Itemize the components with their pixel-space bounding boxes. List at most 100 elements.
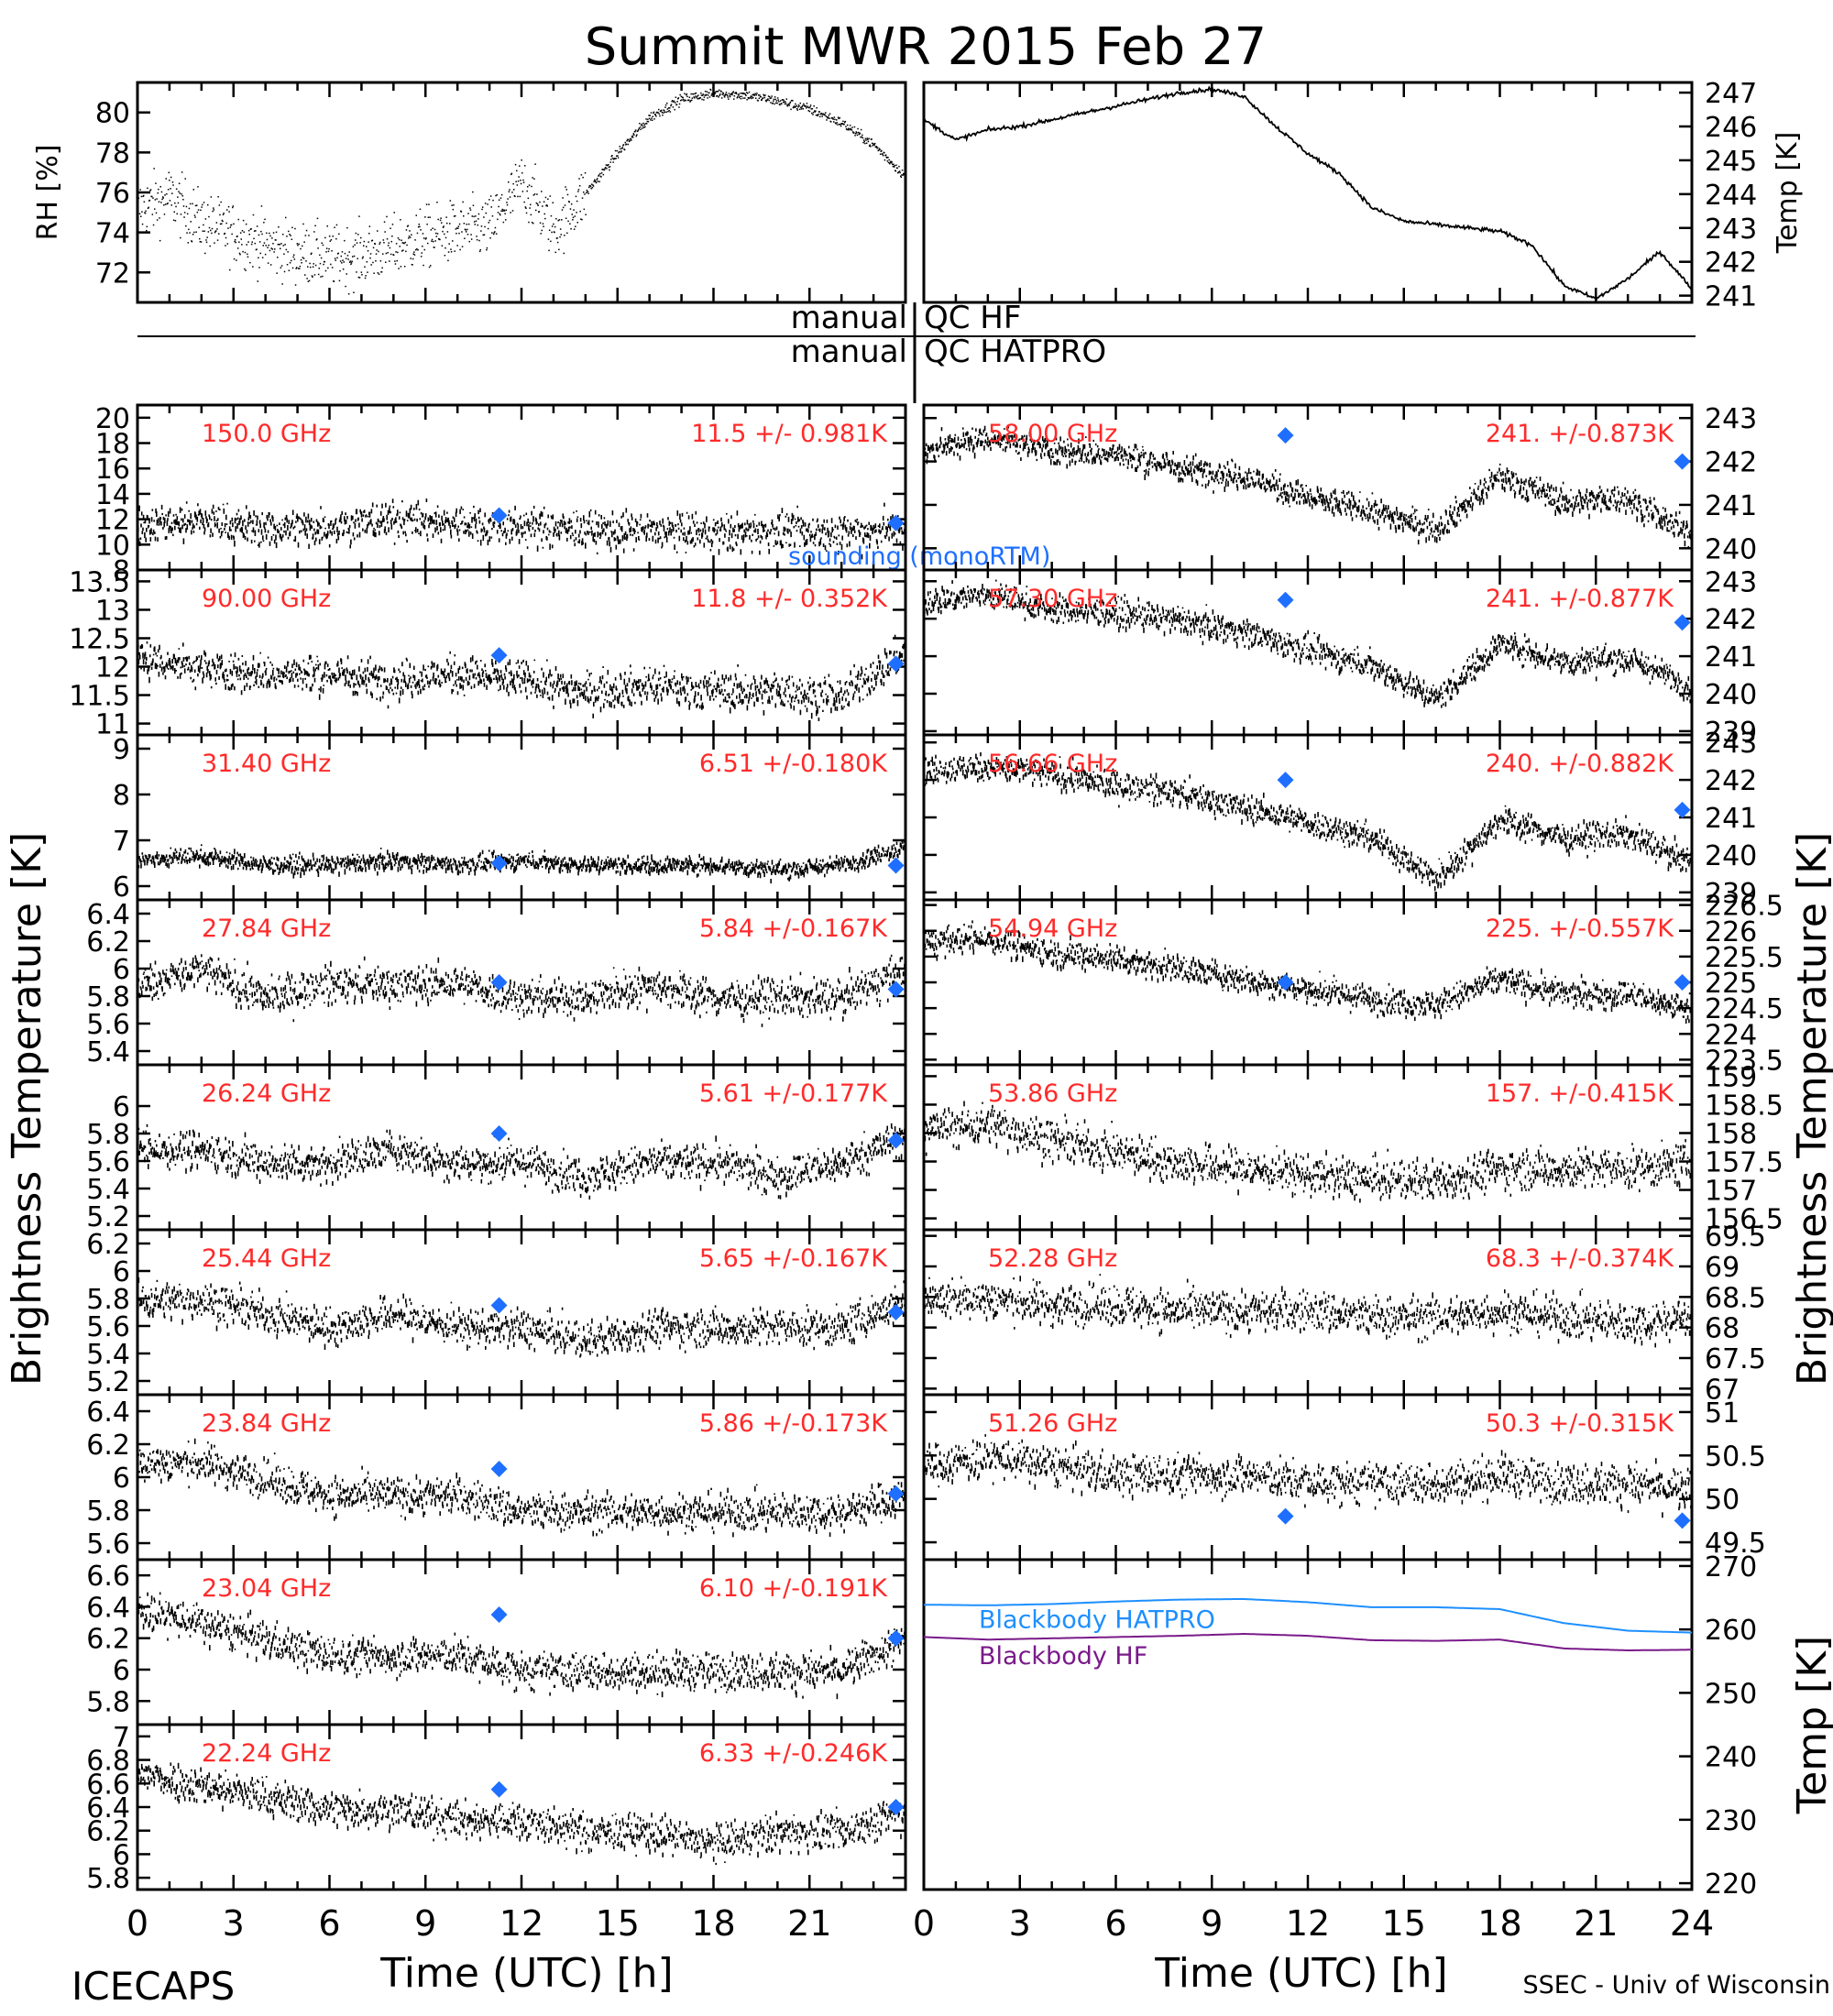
channel-label: 58.00 GHz bbox=[988, 420, 1117, 448]
ytick-label: 5.4 bbox=[86, 1036, 130, 1068]
ytick-label: 7 bbox=[113, 826, 130, 858]
xtick-label: 0 bbox=[913, 1903, 935, 1944]
ytick-label: 6 bbox=[113, 1655, 130, 1687]
xtick-label: 18 bbox=[691, 1903, 735, 1944]
ytick-label: 69.5 bbox=[1705, 1222, 1766, 1254]
ytick-label: 6.2 bbox=[86, 1430, 130, 1462]
ytick-label: 5.6 bbox=[86, 1146, 130, 1178]
stat-label: 241. +/-0.877K bbox=[1486, 585, 1674, 613]
ytick-label: 243 bbox=[1705, 728, 1757, 760]
ytick-label: 243 bbox=[1705, 403, 1757, 435]
ytick-label: 6.6 bbox=[86, 1561, 130, 1593]
channel-label: 54.94 GHz bbox=[988, 915, 1117, 943]
ytick-label: 250 bbox=[1705, 1678, 1757, 1710]
footer-right-ssec: SSEC - Univ of Wisconsin bbox=[1523, 1971, 1830, 2000]
channel-label: 26.24 GHz bbox=[202, 1079, 331, 1108]
xtick-label: 15 bbox=[596, 1903, 640, 1944]
ytick-label: 247 bbox=[1705, 78, 1757, 110]
stat-label: 6.10 +/-0.191K bbox=[699, 1574, 888, 1603]
channel-label: 27.84 GHz bbox=[202, 915, 331, 943]
ytick-label: 68 bbox=[1705, 1313, 1740, 1345]
ytick-label: 158.5 bbox=[1705, 1090, 1784, 1122]
qc-manual-hf: manual bbox=[791, 300, 907, 336]
qc-hatpro-label: QC HATPRO bbox=[924, 334, 1106, 370]
ytick-label: 6 bbox=[113, 1091, 130, 1123]
xtick-label: 21 bbox=[787, 1903, 831, 1944]
ytick-label: 51 bbox=[1705, 1397, 1740, 1430]
qc-hf-label: QC HF bbox=[924, 300, 1021, 336]
ytick-label: 243 bbox=[1705, 566, 1757, 598]
stat-label: 11.8 +/- 0.352K bbox=[691, 585, 888, 613]
ytick-label: 12.5 bbox=[69, 623, 130, 655]
rh-ylabel: RH [%] bbox=[32, 145, 64, 241]
ytick-label: 68.5 bbox=[1705, 1282, 1766, 1314]
stat-label: 5.84 +/-0.167K bbox=[699, 915, 888, 943]
xtick-label: 6 bbox=[318, 1903, 340, 1944]
ytick-label: 6.2 bbox=[86, 1624, 130, 1656]
stat-label: 6.51 +/-0.180K bbox=[699, 750, 888, 778]
ytick-label: 245 bbox=[1705, 146, 1757, 178]
ytick-label: 7 bbox=[113, 1722, 130, 1754]
blackbody-legend-0: Blackbody HATPRO bbox=[979, 1605, 1215, 1634]
ytick-label: 241 bbox=[1705, 490, 1757, 522]
ytick-label: 158 bbox=[1705, 1118, 1757, 1150]
ytick-label: 13.5 bbox=[69, 566, 130, 598]
channel-label: 23.04 GHz bbox=[202, 1574, 331, 1603]
channel-label: 53.86 GHz bbox=[988, 1079, 1117, 1108]
xtick-label: 12 bbox=[1286, 1903, 1330, 1944]
xtick-label: 24 bbox=[1670, 1903, 1714, 1944]
ytick-label: 242 bbox=[1705, 447, 1757, 479]
ytick-label: 72 bbox=[95, 257, 130, 290]
ytick-label: 157.5 bbox=[1705, 1147, 1784, 1179]
ytick-label: 220 bbox=[1705, 1868, 1757, 1901]
ytick-label: 241 bbox=[1705, 641, 1757, 674]
ytick-label: 5.6 bbox=[86, 1009, 130, 1041]
ytick-label: 5.6 bbox=[86, 1528, 130, 1561]
stat-label: 240. +/-0.882K bbox=[1486, 750, 1674, 778]
ytick-label: 242 bbox=[1705, 604, 1757, 636]
stat-label: 5.61 +/-0.177K bbox=[699, 1079, 888, 1108]
channel-label: 23.84 GHz bbox=[202, 1409, 331, 1438]
channel-label: 51.26 GHz bbox=[988, 1409, 1117, 1438]
xlabel-left: Time (UTC) [h] bbox=[379, 1950, 673, 1997]
ytick-label: 5.8 bbox=[86, 1284, 130, 1316]
ytick-label: 5.8 bbox=[86, 981, 130, 1013]
channel-label: 52.28 GHz bbox=[988, 1244, 1117, 1273]
ytick-label: 67.5 bbox=[1705, 1343, 1766, 1375]
xlabel-right: Time (UTC) [h] bbox=[1154, 1950, 1447, 1997]
ytick-label: 76 bbox=[95, 178, 130, 210]
ytick-label: 74 bbox=[95, 218, 130, 250]
stat-label: 5.86 +/-0.173K bbox=[699, 1409, 888, 1438]
ytick-label: 242 bbox=[1705, 765, 1757, 797]
temp-ylabel: Temp [K] bbox=[1772, 132, 1804, 255]
ytick-label: 240 bbox=[1705, 679, 1757, 711]
blackbody-legend-1: Blackbody HF bbox=[979, 1642, 1147, 1671]
xtick-label: 6 bbox=[1104, 1903, 1126, 1944]
sounding-annotation: sounding (monoRTM) bbox=[788, 542, 1050, 571]
ytick-label: 8 bbox=[113, 780, 130, 812]
ytick-label: 242 bbox=[1705, 247, 1757, 279]
stat-label: 225. +/-0.557K bbox=[1486, 915, 1674, 943]
ytick-label: 157 bbox=[1705, 1176, 1757, 1208]
ytick-label: 50.5 bbox=[1705, 1441, 1766, 1473]
ytick-label: 246 bbox=[1705, 112, 1757, 144]
stat-label: 68.3 +/-0.374K bbox=[1486, 1244, 1674, 1273]
ytick-label: 69 bbox=[1705, 1252, 1740, 1284]
stat-label: 6.33 +/-0.246K bbox=[699, 1739, 888, 1768]
xtick-label: 9 bbox=[1201, 1903, 1223, 1944]
ytick-label: 50 bbox=[1705, 1485, 1740, 1517]
ytick-label: 6 bbox=[113, 1463, 130, 1495]
ytick-label: 241 bbox=[1705, 281, 1757, 313]
ytick-label: 5.4 bbox=[86, 1339, 130, 1371]
channel-label: 150.0 GHz bbox=[202, 420, 331, 448]
stat-label: 50.3 +/-0.315K bbox=[1486, 1409, 1674, 1438]
ytick-label: 6.2 bbox=[86, 926, 130, 959]
channel-label: 90.00 GHz bbox=[202, 585, 331, 613]
ytick-label: 240 bbox=[1705, 840, 1757, 872]
stat-label: 157. +/-0.415K bbox=[1486, 1079, 1674, 1108]
ytick-label: 9 bbox=[113, 734, 130, 766]
ytick-label: 260 bbox=[1705, 1615, 1757, 1647]
xtick-label: 15 bbox=[1382, 1903, 1426, 1944]
ytick-label: 240 bbox=[1705, 533, 1757, 565]
